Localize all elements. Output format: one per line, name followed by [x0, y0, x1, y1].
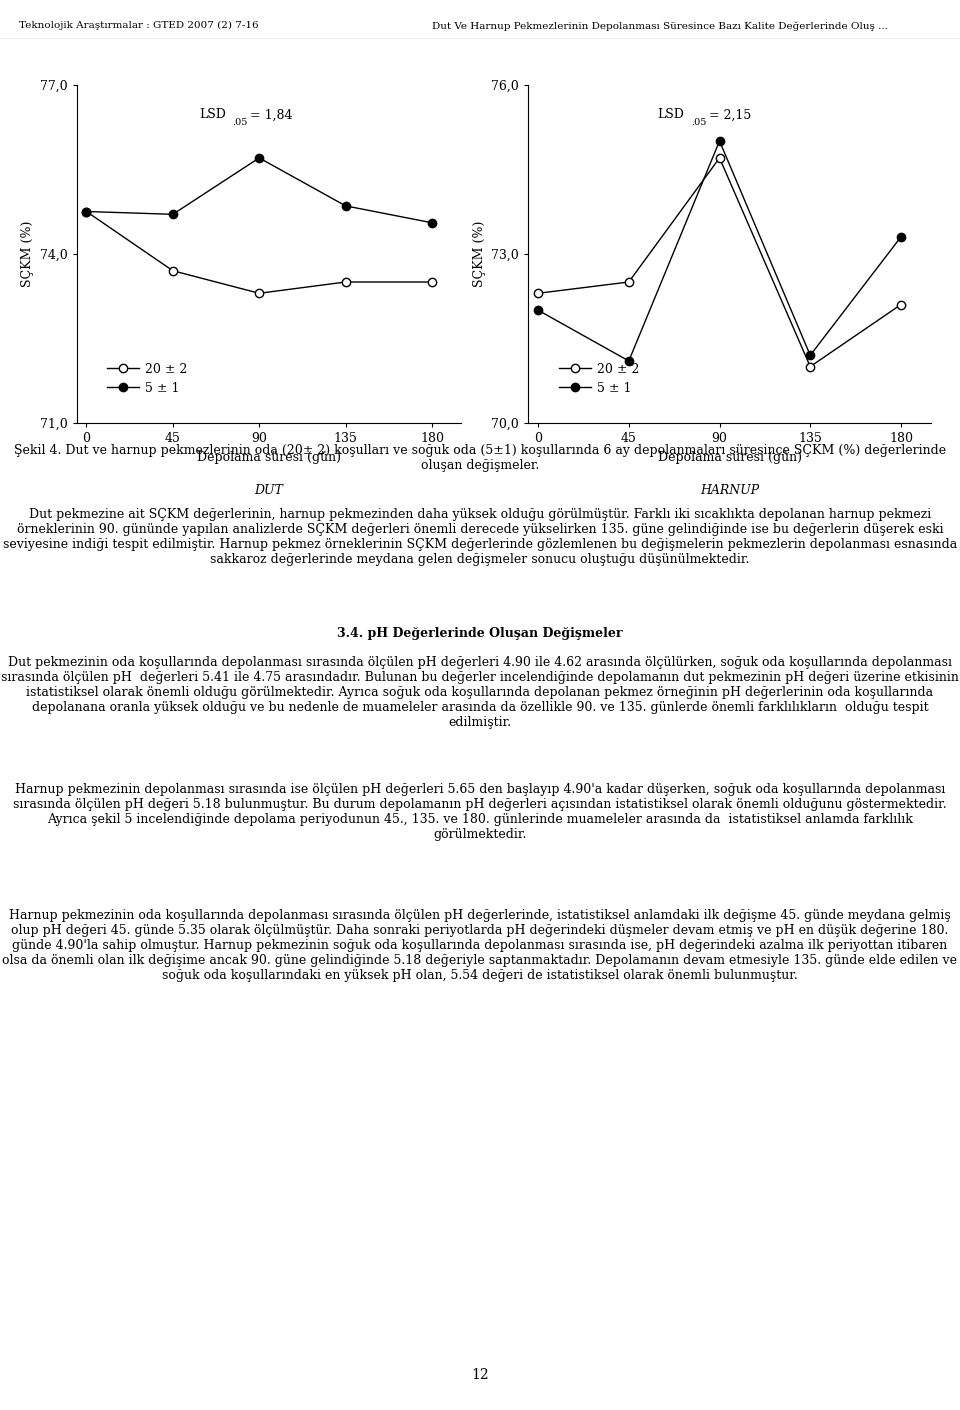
Text: Dut Ve Harnup Pekmezlerinin Depolanması Süresince Bazı Kalite Değerlerinde Oluş : Dut Ve Harnup Pekmezlerinin Depolanması …	[432, 21, 888, 31]
Text: Harnup pekmezinin depolanması sırasında ise ölçülen pH değerleri 5.65 den başlay: Harnup pekmezinin depolanması sırasında …	[13, 783, 947, 840]
5 ± 1	[167, 206, 179, 223]
20 ± 2	[713, 149, 726, 166]
Text: Şekil 4. Dut ve harnup pekmezlerinin oda (20± 2) koşulları ve soğuk oda (5±1) ko: Şekil 4. Dut ve harnup pekmezlerinin oda…	[14, 444, 946, 472]
5 ± 1	[895, 228, 906, 245]
20 ± 2	[81, 203, 92, 220]
Text: HARNUP: HARNUP	[700, 484, 759, 496]
Text: 3.4. pH Değerlerinde Oluşan Değişmeler: 3.4. pH Değerlerinde Oluşan Değişmeler	[337, 627, 623, 640]
Legend: 20 ± 2, 5 ± 1: 20 ± 2, 5 ± 1	[555, 358, 644, 400]
20 ± 2	[426, 274, 438, 290]
5 ± 1	[253, 149, 265, 166]
Text: Dut pekmezinin oda koşullarında depolanması sırasında ölçülen pH değerleri 4.90 : Dut pekmezinin oda koşullarında depolanm…	[1, 656, 959, 729]
5 ± 1	[81, 203, 92, 220]
20 ± 2	[532, 285, 543, 302]
20 ± 2	[895, 296, 906, 313]
Line: 20 ± 2: 20 ± 2	[83, 207, 436, 298]
Y-axis label: SÇKM (%): SÇKM (%)	[472, 220, 486, 288]
20 ± 2	[804, 358, 816, 375]
Text: DUT: DUT	[254, 484, 283, 496]
5 ± 1	[532, 302, 543, 319]
Text: = 2,15: = 2,15	[706, 109, 752, 121]
Line: 5 ± 1: 5 ± 1	[83, 154, 436, 227]
20 ± 2	[340, 274, 351, 290]
Text: Dut pekmezine ait SÇKM değerlerinin, harnup pekmezinden daha yüksek olduğu görül: Dut pekmezine ait SÇKM değerlerinin, har…	[3, 508, 957, 565]
20 ± 2	[167, 262, 179, 279]
Legend: 20 ± 2, 5 ± 1: 20 ± 2, 5 ± 1	[103, 358, 192, 400]
Text: .05: .05	[691, 118, 707, 127]
Text: Teknolojik Araştırmalar : GTED 2007 (2) 7-16: Teknolojik Araştırmalar : GTED 2007 (2) …	[19, 21, 259, 30]
5 ± 1	[804, 347, 816, 364]
5 ± 1	[340, 197, 351, 214]
Text: LSD: LSD	[200, 109, 227, 121]
Text: LSD: LSD	[657, 109, 684, 121]
Text: 12: 12	[471, 1368, 489, 1382]
20 ± 2	[623, 274, 635, 290]
X-axis label: Depolama süresi (gün): Depolama süresi (gün)	[197, 451, 341, 464]
20 ± 2	[253, 285, 265, 302]
X-axis label: Depolama süresi (gün): Depolama süresi (gün)	[658, 451, 802, 464]
5 ± 1	[713, 133, 726, 149]
Y-axis label: SÇKM (%): SÇKM (%)	[21, 220, 35, 288]
Line: 5 ± 1: 5 ± 1	[534, 137, 905, 365]
Line: 20 ± 2: 20 ± 2	[534, 154, 905, 371]
Text: = 1,84: = 1,84	[246, 109, 292, 121]
5 ± 1	[426, 214, 438, 231]
Text: Harnup pekmezinin oda koşullarında depolanması sırasında ölçülen pH değerlerinde: Harnup pekmezinin oda koşullarında depol…	[3, 909, 957, 983]
5 ± 1	[623, 352, 635, 369]
Text: .05: .05	[232, 118, 248, 127]
